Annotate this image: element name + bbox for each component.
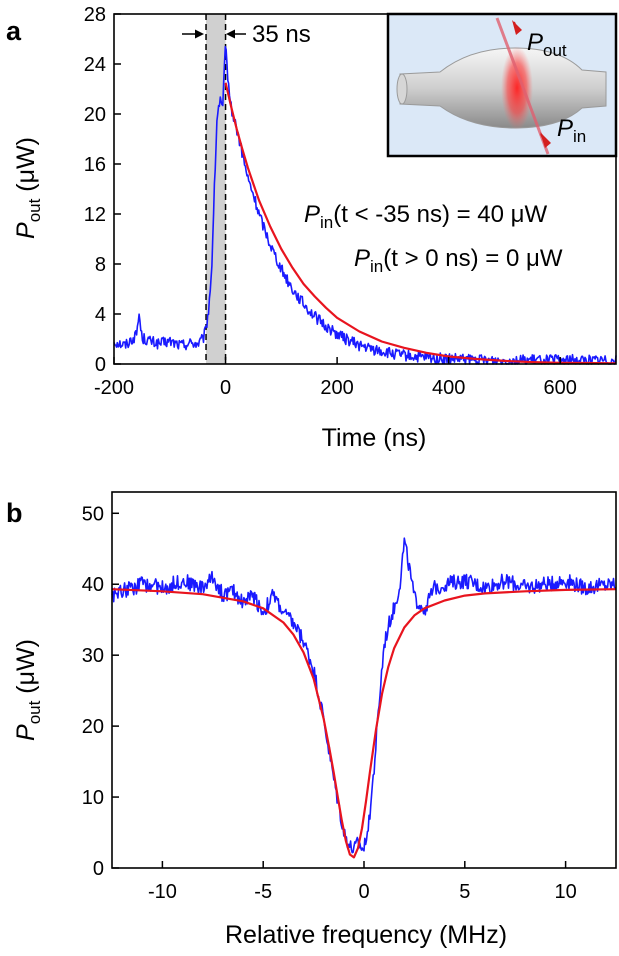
panel-b-fit-line (111, 588, 617, 859)
panel-b-y-tick-label: 40 (82, 574, 104, 596)
panel-a-inset: Pout Pin (386, 12, 618, 158)
panel-b-x-tick-label: 0 (358, 881, 369, 903)
panel-a-y-tick-label: 12 (84, 204, 106, 226)
panel-b-x-ticks: -10 -5 0 5 10 (148, 861, 577, 903)
panel-b: b -10 -5 0 5 10 0 10 20 30 40 50 Relative frequen… (6, 491, 617, 949)
panel-b-x-tick-label: 10 (554, 881, 576, 903)
panel-b-letter: b (6, 498, 23, 528)
panel-a-annotation-line2: Pin(t > 0 ns) = 0 μW (354, 245, 563, 276)
panel-a-y-tick-label: 4 (95, 304, 106, 326)
panel-a-axes-frame (113, 13, 617, 365)
panel-a-fit-line (224, 82, 617, 365)
panel-a-y-tick-label: 28 (84, 4, 106, 26)
panel-a-x-axis-label: Time (ns) (322, 424, 427, 452)
panel-a-y-ticks: 0 4 8 12 16 20 24 28 (84, 4, 121, 376)
panel-b-y-tick-label: 50 (82, 503, 104, 525)
panel-a-x-tick-label: 400 (432, 377, 465, 399)
panel-a-width-arrows (182, 29, 246, 39)
panel-a-y-axis-label: Pout (μW) (12, 137, 44, 239)
panel-b-x-tick-label: -5 (254, 881, 272, 903)
panel-a-series (113, 45, 617, 365)
panel-a-y-tick-label: 8 (95, 254, 106, 276)
panel-b-y-tick-label: 0 (93, 858, 104, 880)
panel-b-x-axis-label: Relative frequency (MHz) (225, 921, 507, 949)
panel-a-x-tick-label: -200 (94, 377, 134, 399)
inset-label-pin: Pin (557, 115, 586, 146)
panel-b-series (111, 537, 617, 859)
panel-b-x-tick-label: 5 (459, 881, 470, 903)
panel-b-y-ticks: 0 10 20 30 40 50 (82, 503, 119, 880)
panel-a-x-tick-label: 0 (220, 377, 231, 399)
inset-label-pout: Pout (527, 29, 567, 60)
panel-b-y-axis-label: Pout (μW) (12, 639, 44, 741)
panel-a-x-tick-label: 200 (320, 377, 353, 399)
panel-a-measured-line (113, 45, 617, 365)
panel-a-letter: a (6, 16, 22, 46)
panel-a-x-tick-label: 600 (544, 377, 577, 399)
panel-a-y-tick-label: 16 (84, 154, 106, 176)
panel-b-x-tick-label: -10 (148, 881, 177, 903)
panel-a-width-label: 35 ns (252, 21, 311, 48)
panel-a-x-ticks: -200 0 200 400 600 (94, 357, 577, 399)
panel-a-annotation-line1: Pin(t < -35 ns) = 40 μW (304, 201, 548, 232)
panel-a-y-tick-label: 20 (84, 104, 106, 126)
panel-b-y-tick-label: 30 (82, 645, 104, 667)
panel-b-y-tick-label: 10 (82, 787, 104, 809)
panel-b-measured-line (111, 537, 617, 854)
taper-fiber (495, 17, 550, 155)
panel-b-y-tick-label: 20 (82, 716, 104, 738)
panel-a-y-tick-label: 0 (95, 354, 106, 376)
resonator-end (396, 73, 408, 105)
whispering-gallery-mode-glow (501, 46, 533, 130)
panel-a-y-tick-label: 24 (84, 54, 106, 76)
